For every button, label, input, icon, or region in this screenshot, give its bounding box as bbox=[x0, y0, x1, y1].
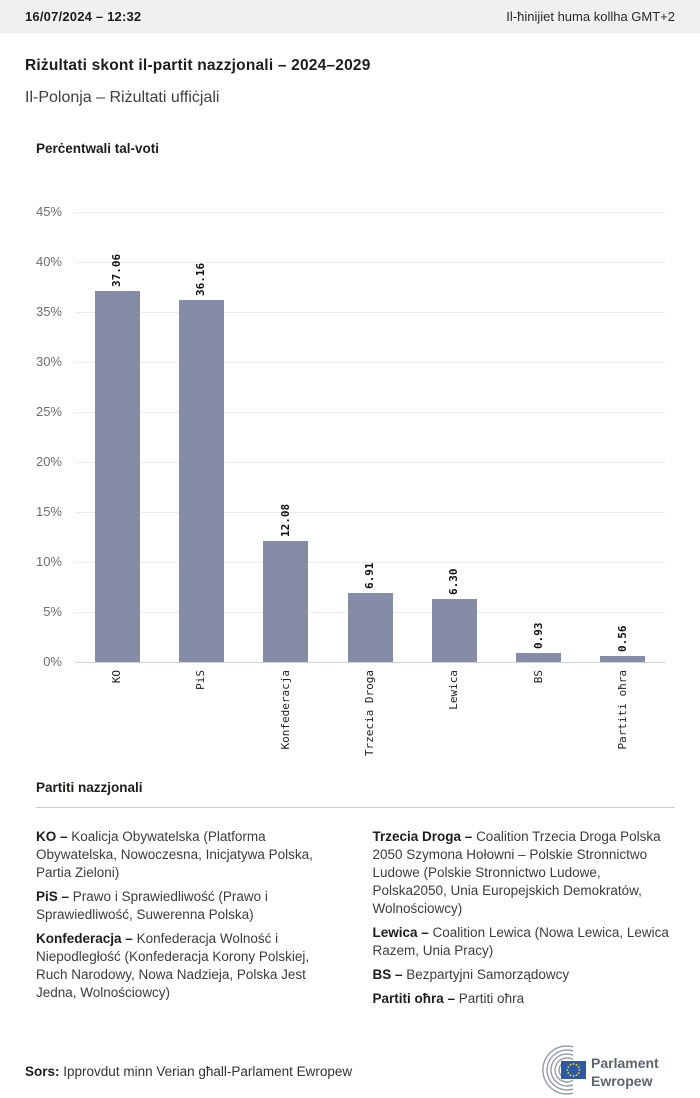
gridline bbox=[75, 562, 665, 563]
party-columns: KO – Koalicja Obywatelska (Platforma Oby… bbox=[36, 828, 675, 1014]
bar-chart: 0% 5% 10% 15% 20% 25% 30% 35% 40% 45% 37.06 KO 36.16… bbox=[0, 162, 700, 762]
bar-value-label: 0.56 bbox=[615, 625, 629, 653]
party-item: Trzecia Droga – Coalition Trzecia Droga … bbox=[373, 828, 676, 918]
footer: Sors: Ipprovdut minn Verian għall-Parlam… bbox=[25, 1044, 675, 1098]
gridline bbox=[75, 462, 665, 463]
y-axis-tick-label: 15% bbox=[35, 504, 62, 519]
x-axis-category-label: Trzecia Droga bbox=[363, 670, 376, 757]
x-axis-line bbox=[75, 662, 665, 663]
party-column-right: Trzecia Droga – Coalition Trzecia Droga … bbox=[373, 828, 676, 1014]
bar[interactable] bbox=[94, 291, 140, 662]
x-axis-category-label: Lewica bbox=[447, 670, 461, 710]
party-item: BS – Bezpartyjni Samorządowcy bbox=[373, 966, 676, 984]
y-axis-tick-label: 30% bbox=[35, 354, 62, 369]
logo-wordmark-line1: Parlament bbox=[591, 1055, 659, 1071]
bar[interactable] bbox=[431, 599, 477, 662]
x-axis-category-label: KO bbox=[110, 670, 124, 684]
bar[interactable] bbox=[347, 592, 393, 662]
topbar: 16/07/2024 – 12:32 Il-ħinijiet huma koll… bbox=[0, 0, 700, 33]
y-axis-tick-label: 20% bbox=[35, 454, 62, 469]
party-item: Konfederacja – Konfederacja Wolność i Ni… bbox=[36, 930, 339, 1002]
bar-value-label: 37.06 bbox=[110, 254, 124, 288]
x-axis-category-label: PiS bbox=[194, 670, 208, 690]
party-abbr: PiS – bbox=[36, 889, 70, 904]
party-description: Partiti oħra bbox=[458, 991, 525, 1006]
party-abbr: Partiti oħra – bbox=[372, 991, 456, 1006]
party-description: Coalition Trzecia Droga Polska 2050 Szym… bbox=[372, 829, 661, 916]
party-abbr: Lewica – bbox=[372, 925, 429, 940]
party-description: Bezpartyjni Samorządowcy bbox=[406, 967, 570, 982]
party-description: Prawo i Sprawiedliwość (Prawo i Sprawied… bbox=[36, 889, 268, 922]
bar[interactable] bbox=[516, 652, 562, 662]
bar-value-label: 0.93 bbox=[531, 622, 545, 649]
party-description: Koalicja Obywatelska (Platforma Obywatel… bbox=[36, 829, 313, 880]
party-abbr: Konfederacja – bbox=[36, 931, 133, 946]
party-description: Coalition Lewica (Nowa Lewica, Lewica Ra… bbox=[372, 925, 669, 958]
parties-section: Partiti nazzjonali KO – Koalicja Obywate… bbox=[36, 780, 675, 1014]
gridline bbox=[75, 212, 665, 213]
party-abbr: Trzecia Droga – bbox=[372, 829, 473, 844]
page-subtitle: Il-Polonja – Riżultati uffiċjali bbox=[25, 89, 220, 106]
bar-value-label: 6.91 bbox=[363, 562, 376, 589]
y-axis-tick-label: 45% bbox=[35, 204, 62, 219]
source-note: Sors: Ipprovdut minn Verian għall-Parlam… bbox=[25, 1064, 352, 1079]
logo-wordmark-line2: Ewropew bbox=[591, 1073, 653, 1089]
bar[interactable] bbox=[600, 656, 646, 662]
bar-value-label: 12.08 bbox=[278, 504, 292, 538]
divider bbox=[36, 807, 675, 808]
y-axis-tick-label: 0% bbox=[43, 654, 62, 669]
party-item: Lewica – Coalition Lewica (Nowa Lewica, … bbox=[373, 924, 676, 960]
page-title: Riżultati skont il-partit nazzjonali – 2… bbox=[25, 57, 371, 74]
chart-title: Perċentwali tal-voti bbox=[36, 141, 160, 156]
timezone-note: Il-ħinijiet huma kollha GMT+2 bbox=[506, 9, 675, 24]
gridline bbox=[75, 262, 665, 263]
bar-value-label: 36.16 bbox=[194, 263, 208, 297]
party-item: Partiti oħra – Partiti oħra bbox=[373, 990, 676, 1008]
source-text: Ipprovdut minn Verian għall-Parlament Ew… bbox=[63, 1063, 353, 1079]
gridline bbox=[75, 512, 665, 513]
party-abbr: KO – bbox=[36, 829, 68, 844]
title-block: Riżultati skont il-partit nazzjonali – 2… bbox=[0, 33, 700, 107]
x-axis-category-label: Konfederacja bbox=[278, 670, 292, 750]
parties-heading: Partiti nazzjonali bbox=[36, 780, 143, 795]
date-time: 16/07/2024 – 12:32 bbox=[25, 9, 142, 24]
source-label: Sors: bbox=[25, 1063, 60, 1079]
bar[interactable] bbox=[178, 300, 224, 662]
y-axis-tick-label: 40% bbox=[35, 254, 62, 269]
european-parliament-logo: Parlament Ewropew bbox=[542, 1045, 659, 1095]
y-axis-tick-label: 10% bbox=[35, 554, 62, 569]
y-axis-tick-label: 25% bbox=[35, 404, 62, 419]
party-column-left: KO – Koalicja Obywatelska (Platforma Oby… bbox=[36, 828, 339, 1014]
x-axis-category-label: Partiti oħra bbox=[615, 670, 629, 750]
eu-flag-icon bbox=[561, 1061, 586, 1079]
bar[interactable] bbox=[263, 541, 309, 662]
x-axis-category-label: BS bbox=[531, 670, 545, 684]
party-item: KO – Koalicja Obywatelska (Platforma Oby… bbox=[36, 828, 339, 882]
bar-value-label: 6.30 bbox=[447, 568, 461, 596]
gridline bbox=[75, 312, 665, 313]
party-abbr: BS – bbox=[372, 967, 403, 982]
party-description: Konfederacja Wolność i Niepodległość (Ko… bbox=[36, 931, 310, 1000]
gridline bbox=[75, 362, 665, 363]
gridline bbox=[75, 412, 665, 413]
party-item: PiS – Prawo i Sprawiedliwość (Prawo i Sp… bbox=[36, 888, 339, 924]
y-axis-tick-label: 35% bbox=[35, 304, 62, 319]
y-axis-tick-label: 5% bbox=[43, 604, 62, 619]
